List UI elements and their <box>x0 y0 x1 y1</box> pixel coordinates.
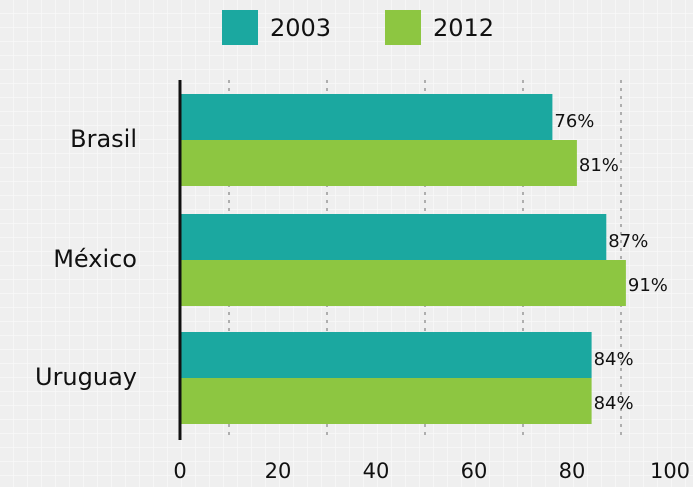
value-label: 87% <box>608 231 648 252</box>
value-label: 91% <box>628 275 668 296</box>
value-label: 84% <box>594 349 634 370</box>
legend-label: 2003 <box>270 14 331 42</box>
x-tick-label: 80 <box>559 459 586 483</box>
bar <box>180 332 592 378</box>
x-tick-label: 0 <box>173 459 186 483</box>
category-label: Uruguay <box>35 363 137 391</box>
bar <box>180 94 553 140</box>
x-tick-label: 60 <box>461 459 488 483</box>
x-tick-label: 20 <box>265 459 292 483</box>
legend-swatch <box>222 10 258 45</box>
bar <box>180 140 577 186</box>
value-label: 81% <box>579 155 619 176</box>
value-label: 76% <box>554 111 594 132</box>
bar <box>180 378 592 424</box>
bar <box>180 214 607 260</box>
x-tick-label: 40 <box>363 459 390 483</box>
category-label: México <box>53 245 137 273</box>
legend-label: 2012 <box>433 14 494 42</box>
x-tick-label: 100 <box>650 459 690 483</box>
legend-swatch <box>385 10 421 45</box>
bar <box>180 260 626 306</box>
value-label: 84% <box>594 393 634 414</box>
category-label: Brasil <box>70 125 137 153</box>
